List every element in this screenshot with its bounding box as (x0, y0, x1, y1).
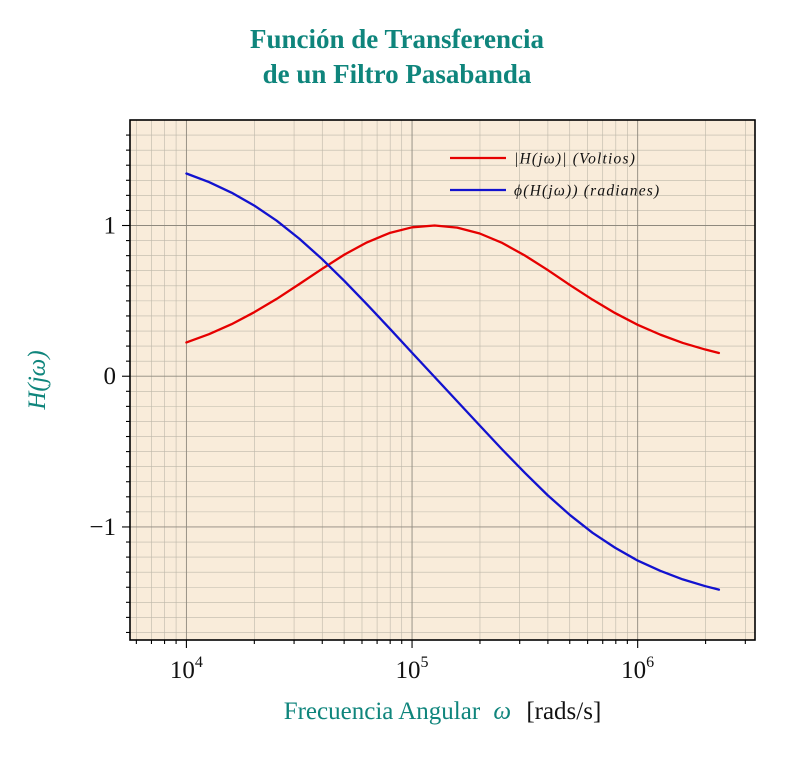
legend-item: ϕ(H(jω)) (radianes) (450, 183, 660, 200)
y-tick-labels: 1 0 −1 (89, 213, 116, 541)
x-axis-label-unit: [rads/s] (526, 698, 602, 725)
plot-border (129, 119, 756, 641)
x-tick-labels: 104 105 106 (170, 654, 654, 684)
y-tick-label: −1 (89, 514, 116, 541)
x-tick-label: 104 (170, 654, 203, 684)
chart-title: Función de Transferencia de un Filtro Pa… (0, 22, 794, 92)
legend-label: ϕ(H(jω)) (radianes) (514, 183, 660, 200)
chart-title-line1: Función de Transferencia (249, 24, 544, 54)
x-tick-label: 106 (621, 654, 654, 684)
curves (185, 172, 721, 591)
legend-label: |H(jω)| (Voltios) (514, 151, 636, 168)
x-axis-label-omega: ω (493, 698, 512, 725)
x-axis-label-text: Frecuencia Angular (283, 698, 481, 725)
grid-major (130, 120, 755, 640)
phase-curve (185, 172, 721, 591)
plot-background (130, 120, 755, 640)
chart-title-line2: de un Filtro Pasabanda (262, 59, 532, 89)
x-tick-label: 105 (396, 654, 429, 684)
legend: |H(jω)| (Voltios) ϕ(H(jω)) (radianes) (450, 151, 660, 200)
y-tick-label: 0 (104, 363, 117, 390)
magnitude-curve (185, 224, 721, 355)
y-tick-label: 1 (104, 213, 117, 240)
x-axis-label: Frecuencia Angular ω [rads/s] (130, 698, 755, 726)
y-axis-label: H(jω) (24, 350, 51, 410)
legend-item: |H(jω)| (Voltios) (450, 151, 636, 168)
